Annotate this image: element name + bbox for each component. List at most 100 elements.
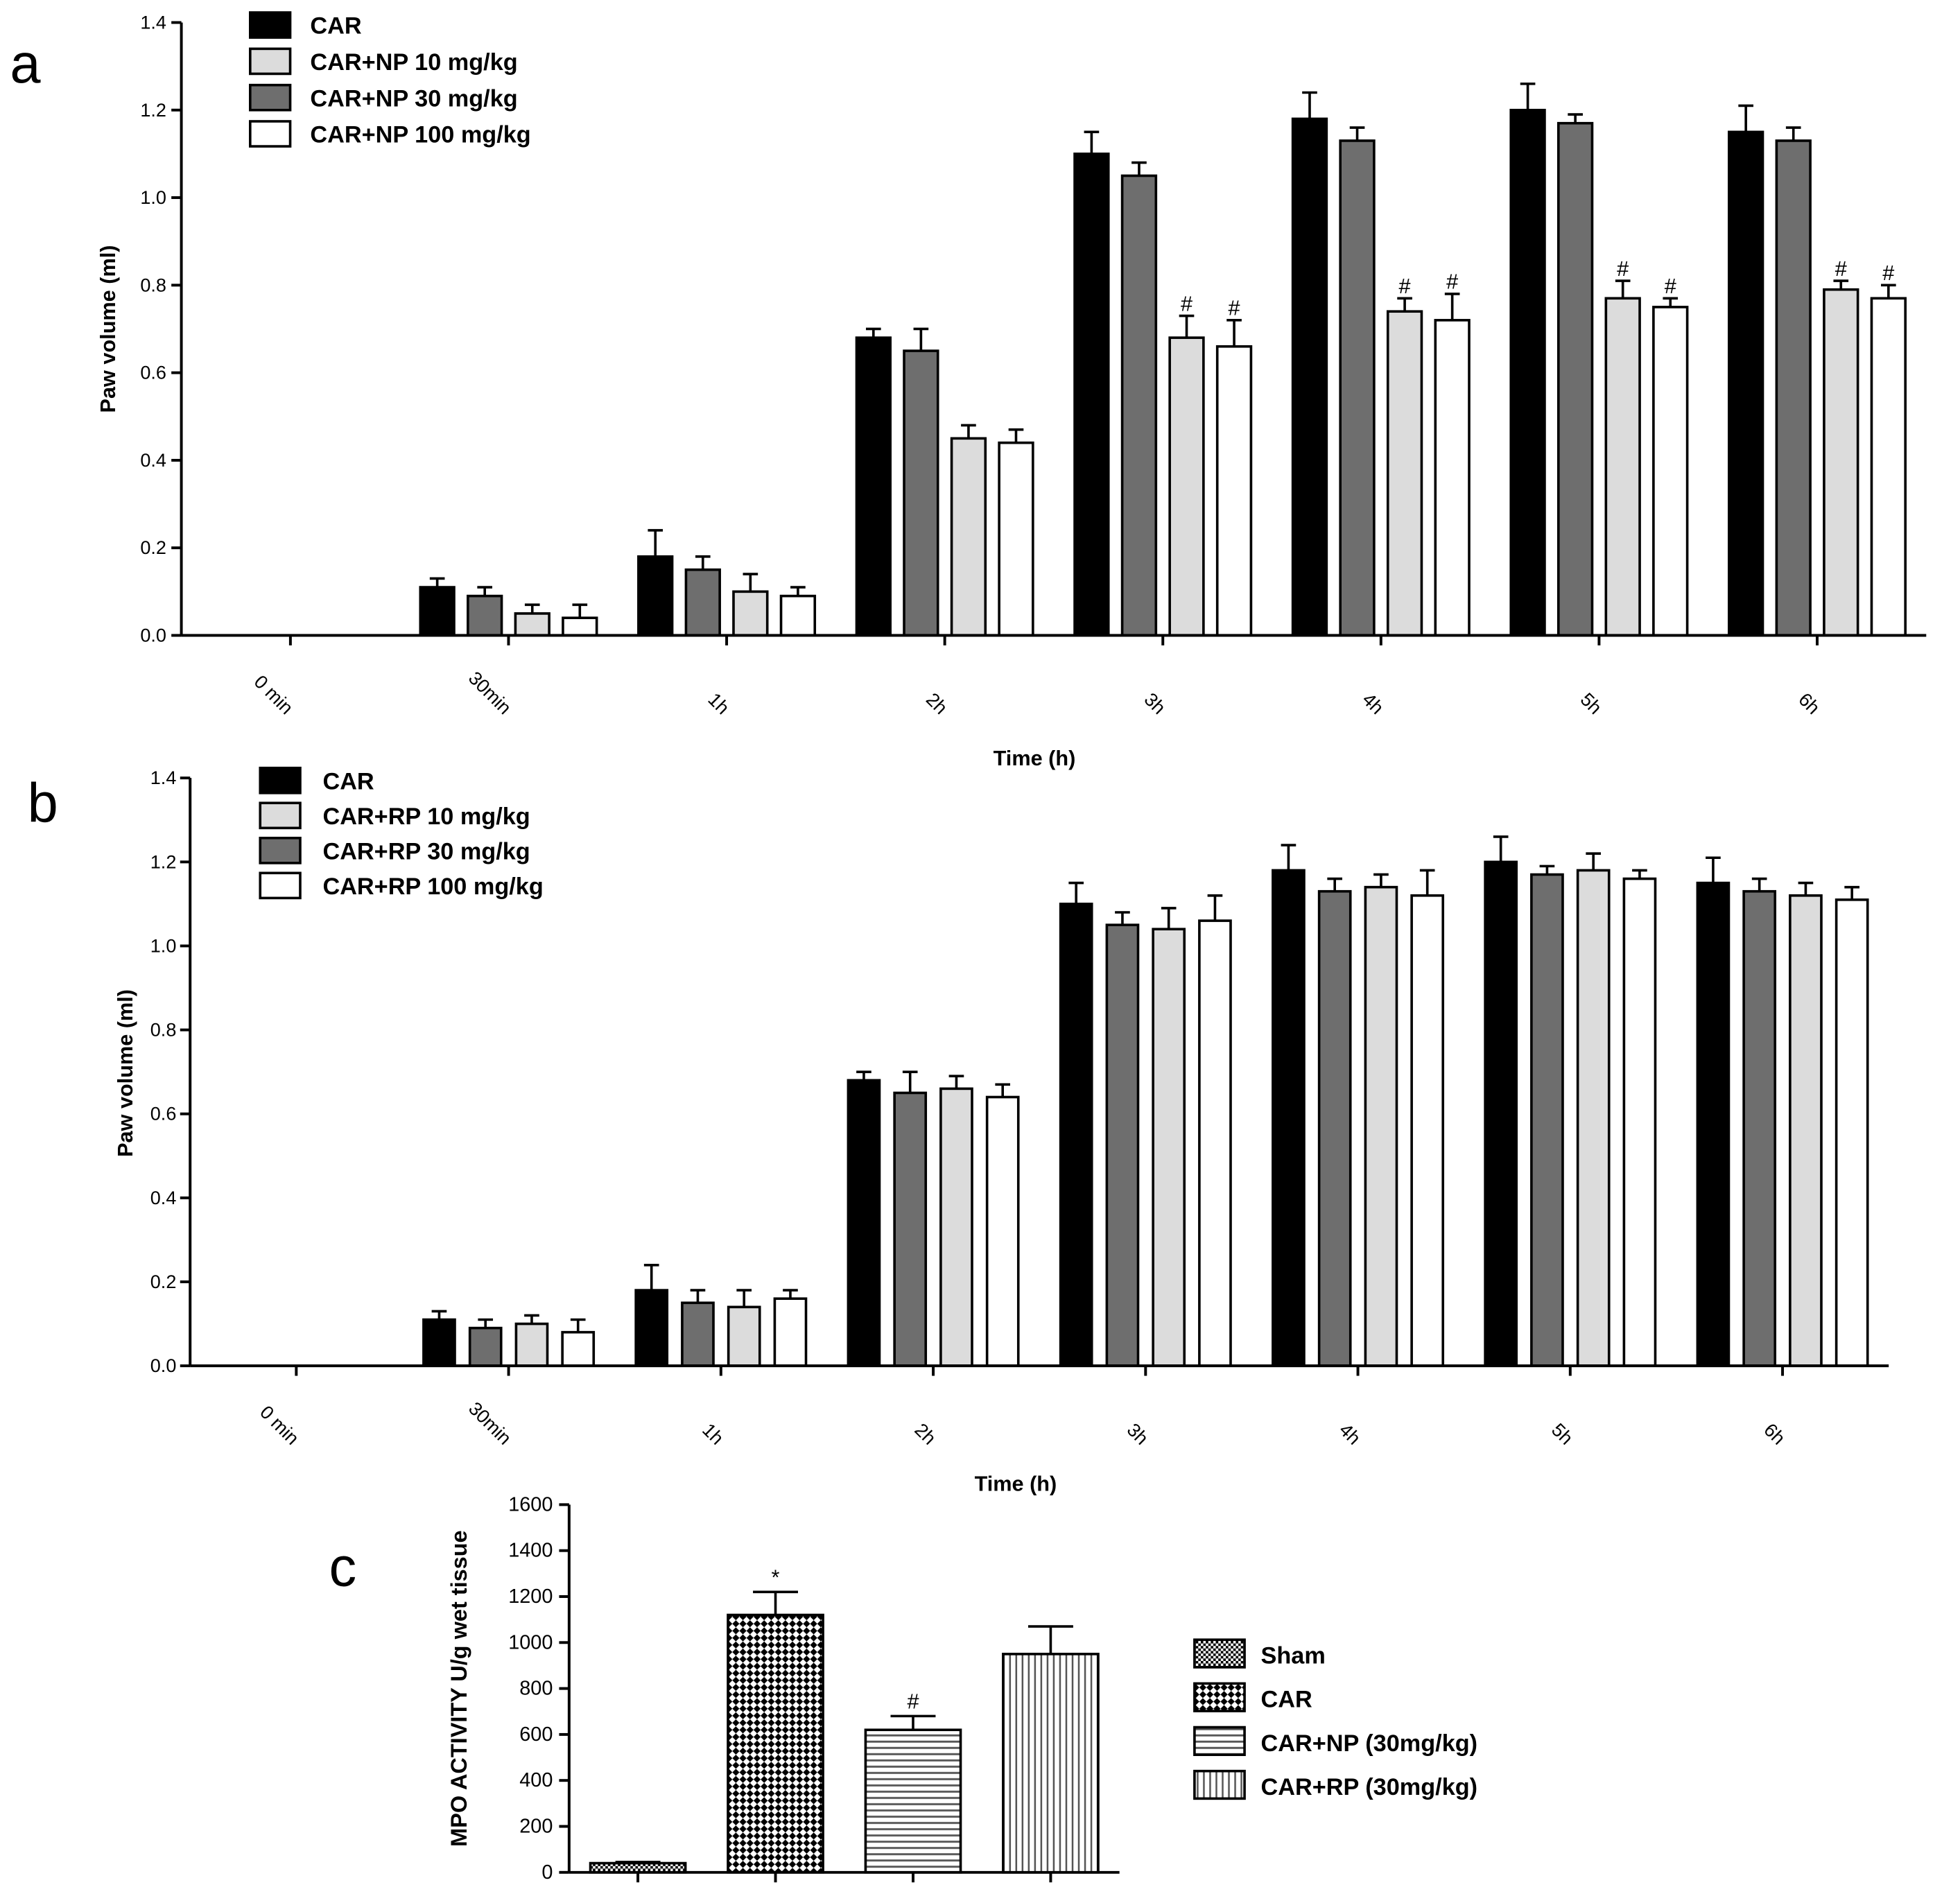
bar-car-rp-100-mg-kg-6h <box>1835 898 1869 1367</box>
y-tick-label: 1200 <box>508 1585 553 1608</box>
bar-car-rp-30mg-kg <box>1002 1653 1100 1874</box>
y-axis-title: Paw volume (ml) <box>114 989 137 1157</box>
y-tick-label: 400 <box>519 1769 553 1791</box>
bar-car-rp-100-mg-kg-4h <box>1410 894 1445 1367</box>
bar-car-np-30-mg-kg-5h <box>1556 121 1594 637</box>
bar-car-rp-10-mg-kg-5h <box>1576 869 1611 1367</box>
significance-mark: * <box>772 1566 780 1590</box>
legend-label: CAR+NP 100 mg/kg <box>310 122 530 148</box>
legend-label: CAR+NP (30mg/kg) <box>1261 1730 1478 1757</box>
bar-car-rp-10-mg-kg-30min <box>514 1322 549 1367</box>
bar-car-rp-30-mg-kg-5h <box>1530 873 1564 1367</box>
x-tick-label: 0 min <box>256 1402 303 1449</box>
bar-car-np-10-mg-kg-4h <box>1386 310 1423 637</box>
bar-car-np-100-mg-kg-4h <box>1434 319 1471 637</box>
y-tick-label: 1400 <box>508 1540 553 1562</box>
panel-a: a 0.0 0.2 0.4 0.6 0.8 1.0 1.2 1.4 0 min 30min 1h 2h 3… <box>10 11 1927 770</box>
y-axis-title: Paw volume (ml) <box>96 245 120 413</box>
bar-car-np-10-mg-kg-5h <box>1604 297 1641 637</box>
y-tick-label: 0.0 <box>140 625 166 646</box>
bar-car-np-10-mg-kg-30min <box>514 612 550 637</box>
y-tick-label: 0.6 <box>150 1104 177 1124</box>
significance-mark: # <box>1665 275 1676 298</box>
bar-car-rp-10-mg-kg-2h <box>939 1087 973 1367</box>
significance-mark: # <box>1181 292 1193 315</box>
bar-car-np-30-mg-kg-6h <box>1775 139 1812 637</box>
bar-car-rp-30-mg-kg-1h <box>681 1301 715 1367</box>
panel-b: b 0.0 0.2 0.4 0.6 0.8 1.0 1.2 1.4 0 min 30min 1h 2h 3… <box>28 766 1889 1496</box>
y-axis-title: MPO ACTIVITY U/g wet tissue <box>446 1530 471 1846</box>
x-tick-label: 6h <box>1794 689 1823 718</box>
bar-car-rp-10-mg-kg-6h <box>1789 894 1823 1367</box>
x-tick-label: 3h <box>1123 1419 1152 1448</box>
legend-label: CAR+RP 30 mg/kg <box>322 838 530 864</box>
legend-swatch <box>259 801 302 830</box>
y-tick-label: 0.8 <box>140 275 166 295</box>
panel-label: b <box>28 772 58 833</box>
x-tick-label: 6h <box>1760 1419 1789 1448</box>
bar-car-np-10-mg-kg-1h <box>732 590 769 637</box>
legend-label: CAR <box>1261 1687 1312 1713</box>
y-tick-label: 0 <box>541 1861 553 1884</box>
bar-car-6h <box>1728 130 1764 637</box>
panel-label: a <box>10 33 41 94</box>
x-tick-label: 4h <box>1358 689 1387 718</box>
y-tick-label: 1600 <box>508 1493 553 1515</box>
legend-label: Sham <box>1261 1643 1326 1669</box>
x-axis-title: Time (h) <box>994 747 1076 770</box>
legend-swatch <box>1193 1638 1246 1669</box>
bar-car-2h <box>847 1079 881 1367</box>
significance-mark: # <box>1882 261 1894 285</box>
legend-swatch <box>259 766 302 794</box>
significance-mark: # <box>1446 270 1458 294</box>
bar-car-5h <box>1509 108 1546 637</box>
bar-car-3h <box>1073 153 1110 637</box>
y-tick-label: 0.4 <box>140 450 166 471</box>
significance-mark: # <box>1229 297 1240 320</box>
bar-car-rp-10-mg-kg-3h <box>1152 928 1186 1367</box>
bar-car-np-30-mg-kg-30min <box>467 594 503 637</box>
bar-car <box>727 1613 824 1874</box>
x-tick-label: 30min <box>465 668 515 718</box>
bar-car-np-30-mg-kg-4h <box>1339 139 1376 637</box>
y-tick-label: 1.2 <box>140 100 166 121</box>
x-tick-label: 4h <box>1335 1419 1364 1448</box>
legend-swatch <box>249 83 292 112</box>
legend-swatch <box>259 836 302 864</box>
bar-car-rp-100-mg-kg-30min <box>561 1330 596 1367</box>
y-tick-label: 1.2 <box>150 851 177 872</box>
y-tick-label: 0.8 <box>150 1020 177 1041</box>
x-axis-title: Time (h) <box>975 1472 1057 1496</box>
y-tick-label: 200 <box>519 1816 553 1838</box>
legend-swatch <box>1193 1726 1246 1757</box>
x-tick-label: 2h <box>922 689 951 718</box>
y-tick-label: 1.4 <box>150 767 177 788</box>
bar-car-np-100-mg-kg-2h <box>998 441 1034 637</box>
panel-c: c 0 200 400 600 800 1000 1200 1400 1600 * # Sham CAR C… <box>329 1493 1477 1883</box>
bar-car-rp-30-mg-kg-2h <box>893 1091 928 1367</box>
y-tick-label: 1.4 <box>140 12 166 33</box>
y-tick-label: 1.0 <box>150 935 177 956</box>
x-tick-label: 30min <box>465 1398 515 1449</box>
bar-car-rp-10-mg-kg-1h <box>727 1305 761 1367</box>
bar-car-rp-100-mg-kg-1h <box>773 1297 808 1367</box>
significance-mark: # <box>1617 257 1629 281</box>
significance-mark: # <box>1399 275 1411 298</box>
legend-swatch <box>1193 1769 1246 1800</box>
bar-car-rp-100-mg-kg-2h <box>985 1095 1020 1367</box>
bar-car-np-100-mg-kg-6h <box>1870 297 1907 637</box>
legend-label: CAR <box>310 13 361 40</box>
x-tick-label: 3h <box>1140 689 1169 718</box>
legend-label: CAR+NP 30 mg/kg <box>310 85 517 112</box>
x-tick-label: 1h <box>704 689 733 718</box>
legend-swatch <box>259 871 302 900</box>
significance-mark: # <box>907 1690 919 1714</box>
legend-label: CAR <box>322 768 374 794</box>
legend-swatch <box>249 120 292 148</box>
bar-car-1h <box>637 555 674 637</box>
bar-car-np-100-mg-kg-1h <box>779 594 817 637</box>
bar-car-np-30mg-kg <box>864 1728 962 1874</box>
bar-car-rp-10-mg-kg-4h <box>1364 885 1398 1367</box>
bar-car-6h <box>1696 881 1731 1367</box>
